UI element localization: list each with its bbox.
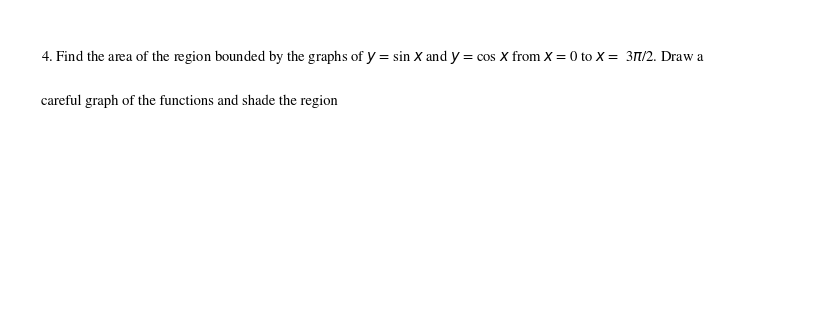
Text: 4. Find the area of the region bounded by the graphs of $y$ = sin $x$ and $y$ = : 4. Find the area of the region bounded b… [41,48,704,66]
Text: careful graph of the functions and shade the region: careful graph of the functions and shade… [41,95,337,108]
